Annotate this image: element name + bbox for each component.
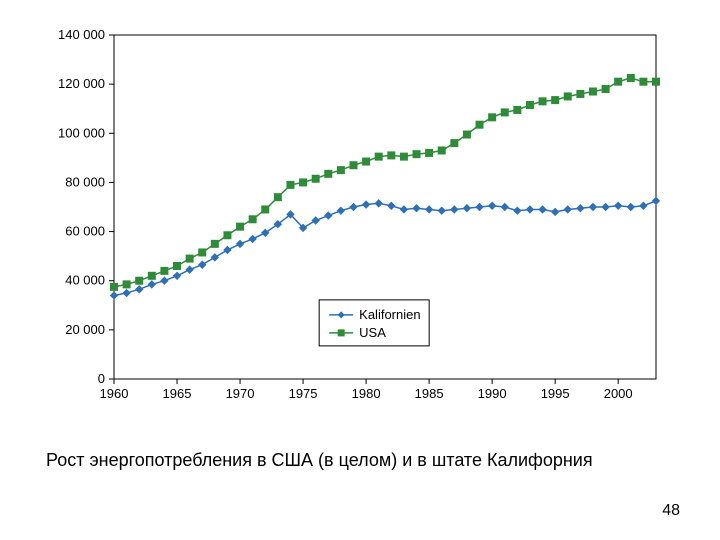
marker-square <box>325 170 332 177</box>
marker-square <box>653 78 660 85</box>
marker-square <box>186 255 193 262</box>
x-tick-label: 1960 <box>100 386 129 401</box>
x-tick-label: 1985 <box>415 386 444 401</box>
marker-square <box>438 147 445 154</box>
marker-square <box>552 97 559 104</box>
marker-square <box>312 175 319 182</box>
y-tick-label: 80 000 <box>65 174 105 189</box>
marker-square <box>136 277 143 284</box>
y-tick-label: 60 000 <box>65 224 105 239</box>
marker-square <box>489 114 496 121</box>
marker-square <box>476 121 483 128</box>
marker-square <box>577 90 584 97</box>
marker-square <box>388 152 395 159</box>
y-tick-label: 140 000 <box>58 27 105 42</box>
marker-square <box>337 167 344 174</box>
legend-label: Kalifornien <box>359 307 420 322</box>
chart-container: 0 20 000 40 000 60 000 80 000 100 000 120 000 1… <box>50 25 670 415</box>
marker-square <box>400 153 407 160</box>
marker-square <box>413 151 420 158</box>
legend: Kalifornien USA <box>319 300 429 346</box>
marker-square <box>274 194 281 201</box>
y-tick-label: 100 000 <box>58 125 105 140</box>
x-tick-label: 1990 <box>478 386 507 401</box>
marker-square <box>501 109 508 116</box>
marker-square <box>451 140 458 147</box>
marker-square <box>161 267 168 274</box>
x-tick-label: 1995 <box>541 386 570 401</box>
y-tick-label: 120 000 <box>58 76 105 91</box>
marker-square <box>640 78 647 85</box>
marker-square <box>287 181 294 188</box>
marker-square <box>514 106 521 113</box>
marker-square <box>615 78 622 85</box>
marker-square <box>148 272 155 279</box>
marker-square <box>224 232 231 239</box>
marker-square <box>174 262 181 269</box>
marker-square <box>375 153 382 160</box>
marker-square <box>363 158 370 165</box>
y-tick-label: 20 000 <box>65 322 105 337</box>
marker-square <box>300 179 307 186</box>
x-tick-label: 1975 <box>289 386 318 401</box>
marker-square <box>199 249 206 256</box>
marker-square <box>627 75 634 82</box>
marker-square <box>262 206 269 213</box>
marker-square <box>111 283 118 290</box>
x-tick-label: 1965 <box>163 386 192 401</box>
marker-square <box>539 98 546 105</box>
x-tick-label: 2000 <box>604 386 633 401</box>
x-tick-label: 1980 <box>352 386 381 401</box>
marker-square <box>237 223 244 230</box>
page-number: 48 <box>662 502 680 520</box>
marker-square <box>589 88 596 95</box>
marker-square <box>564 93 571 100</box>
marker-square <box>350 162 357 169</box>
marker-square <box>463 131 470 138</box>
marker-square <box>602 86 609 93</box>
energy-chart: 0 20 000 40 000 60 000 80 000 100 000 120 000 1… <box>50 25 670 415</box>
marker-square <box>426 149 433 156</box>
marker-square <box>249 216 256 223</box>
legend-label: USA <box>359 325 386 340</box>
x-tick-label: 1970 <box>226 386 255 401</box>
y-tick-label: 40 000 <box>65 273 105 288</box>
marker-square <box>211 240 218 247</box>
page: 0 20 000 40 000 60 000 80 000 100 000 120 000 1… <box>0 0 720 540</box>
y-tick-label: 0 <box>98 371 105 386</box>
marker-square <box>526 102 533 109</box>
marker-square <box>123 281 130 288</box>
chart-caption: Рост энергопотребления в США (в целом) и… <box>46 450 593 471</box>
